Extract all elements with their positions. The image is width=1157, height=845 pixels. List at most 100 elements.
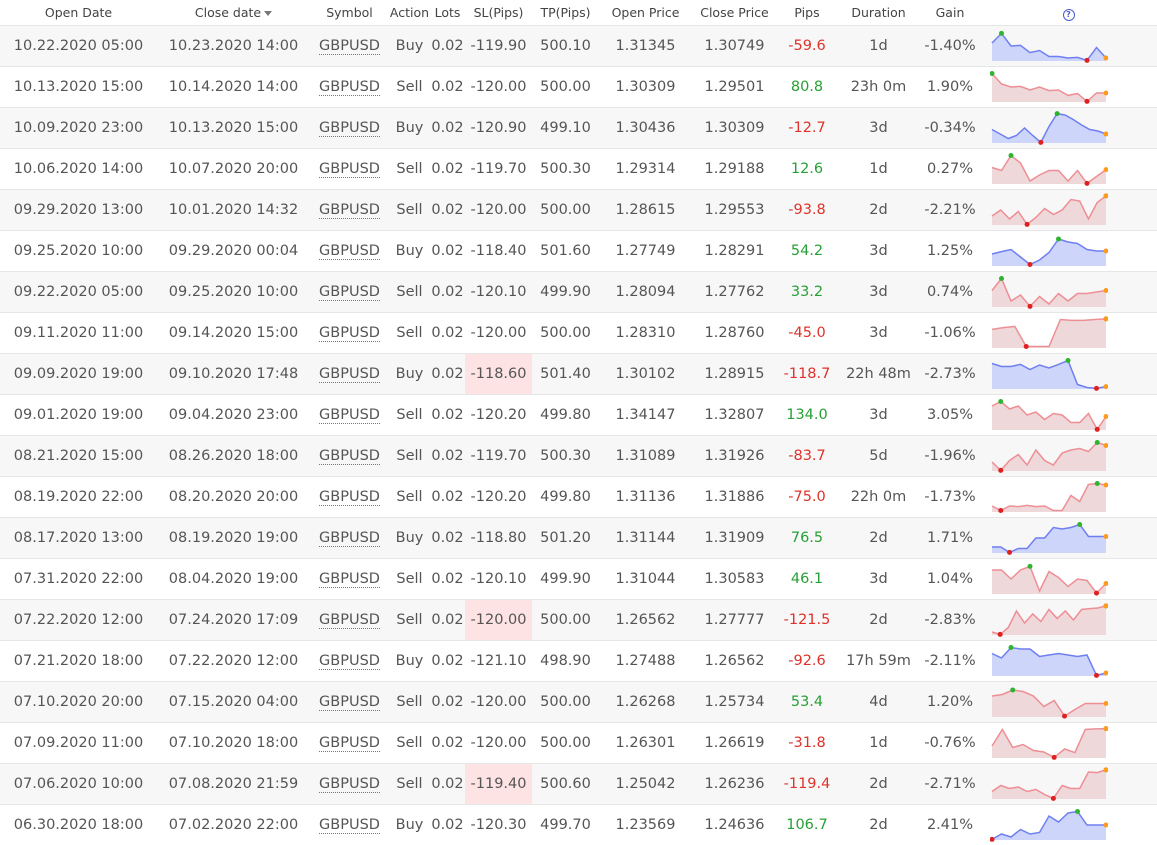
close-date-cell: 09.10.2020 17:48 bbox=[157, 353, 310, 395]
header-close-date[interactable]: Close date bbox=[157, 0, 310, 26]
symbol-link[interactable]: GBPUSD bbox=[319, 325, 380, 342]
table-row[interactable]: 09.25.2020 10:00 09.29.2020 00:04 GBPUSD Bu… bbox=[0, 230, 1157, 272]
header-close-date-label: Close date bbox=[194, 5, 262, 20]
open-price-cell: 1.31136 bbox=[599, 476, 692, 518]
symbol-link[interactable]: GBPUSD bbox=[319, 489, 380, 506]
pips-cell: -12.7 bbox=[777, 107, 837, 149]
header-open-price[interactable]: Open Price bbox=[611, 5, 680, 20]
header-duration[interactable]: Duration bbox=[851, 5, 906, 20]
close-date-cell: 09.14.2020 15:00 bbox=[157, 312, 310, 354]
header-close-price[interactable]: Close Price bbox=[700, 5, 769, 20]
duration-cell: 17h 59m bbox=[837, 640, 920, 682]
trade-chart-cell bbox=[980, 804, 1157, 845]
symbol-link[interactable]: GBPUSD bbox=[319, 161, 380, 178]
table-row[interactable]: 09.29.2020 13:00 10.01.2020 14:32 GBPUSD Se… bbox=[0, 189, 1157, 231]
table-row[interactable]: 07.06.2020 10:00 07.08.2020 21:59 GBPUSD Se… bbox=[0, 763, 1157, 805]
header-lots[interactable]: Lots bbox=[434, 5, 461, 20]
action-cell: Sell bbox=[389, 476, 430, 518]
min-point-marker bbox=[1094, 590, 1099, 596]
pips-cell: -121.5 bbox=[777, 599, 837, 641]
symbol-link[interactable]: GBPUSD bbox=[319, 530, 380, 547]
symbol-link[interactable]: GBPUSD bbox=[319, 38, 380, 55]
symbol-cell: GBPUSD bbox=[310, 763, 389, 805]
symbol-link[interactable]: GBPUSD bbox=[319, 243, 380, 260]
gain-cell: -2.11% bbox=[920, 640, 980, 682]
gain-cell: 1.20% bbox=[920, 681, 980, 723]
close-price-cell: 1.26562 bbox=[692, 640, 777, 682]
tp-cell: 499.80 bbox=[532, 476, 599, 518]
table-row[interactable]: 06.30.2020 18:00 07.02.2020 22:00 GBPUSD Bu… bbox=[0, 804, 1157, 845]
table-row[interactable]: 07.22.2020 12:00 07.24.2020 17:09 GBPUSD Se… bbox=[0, 599, 1157, 641]
help-icon[interactable]: ? bbox=[1062, 8, 1075, 21]
open-price-cell: 1.30102 bbox=[599, 353, 692, 395]
symbol-link[interactable]: GBPUSD bbox=[319, 120, 380, 137]
sparkline-line bbox=[992, 565, 1107, 595]
symbol-link[interactable]: GBPUSD bbox=[319, 202, 380, 219]
symbol-link[interactable]: GBPUSD bbox=[319, 612, 380, 629]
symbol-link[interactable]: GBPUSD bbox=[319, 79, 380, 96]
tp-cell: 499.70 bbox=[532, 804, 599, 845]
close-price-cell: 1.26619 bbox=[692, 722, 777, 764]
table-row[interactable]: 10.09.2020 23:00 10.13.2020 15:00 GBPUSD Bu… bbox=[0, 107, 1157, 149]
tp-cell: 499.90 bbox=[532, 558, 599, 600]
symbol-link[interactable]: GBPUSD bbox=[319, 284, 380, 301]
symbol-link[interactable]: GBPUSD bbox=[319, 366, 380, 383]
symbol-link[interactable]: GBPUSD bbox=[319, 407, 380, 424]
header-sl[interactable]: SL(Pips) bbox=[473, 5, 524, 20]
lots-cell: 0.02 bbox=[430, 230, 465, 272]
header-pips[interactable]: Pips bbox=[794, 5, 820, 20]
gain-cell: 1.04% bbox=[920, 558, 980, 600]
pips-cell: -59.6 bbox=[777, 25, 837, 67]
header-open-date[interactable]: Open Date bbox=[44, 5, 113, 20]
symbol-link[interactable]: GBPUSD bbox=[319, 735, 380, 752]
close-price-cell: 1.28915 bbox=[692, 353, 777, 395]
sparkline-area bbox=[992, 769, 1106, 799]
max-point-marker bbox=[1077, 522, 1083, 527]
max-point-marker bbox=[1010, 687, 1016, 693]
tp-cell: 500.00 bbox=[532, 312, 599, 354]
header-gain[interactable]: Gain bbox=[935, 5, 965, 20]
table-row[interactable]: 09.01.2020 19:00 09.04.2020 23:00 GBPUSD Se… bbox=[0, 394, 1157, 436]
table-row[interactable]: 07.09.2020 11:00 07.10.2020 18:00 GBPUSD Se… bbox=[0, 722, 1157, 764]
sparkline-line bbox=[991, 810, 1106, 841]
trade-sparkline bbox=[991, 30, 1108, 63]
symbol-cell: GBPUSD bbox=[310, 25, 389, 67]
symbol-link[interactable]: GBPUSD bbox=[319, 448, 380, 465]
lots-cell: 0.02 bbox=[430, 107, 465, 149]
table-row[interactable]: 08.19.2020 22:00 08.20.2020 20:00 GBPUSD Se… bbox=[0, 476, 1157, 518]
table-row[interactable]: 09.11.2020 11:00 09.14.2020 15:00 GBPUSD Se… bbox=[0, 312, 1157, 354]
table-row[interactable]: 07.21.2020 18:00 07.22.2020 12:00 GBPUSD Bu… bbox=[0, 640, 1157, 682]
symbol-link[interactable]: GBPUSD bbox=[319, 694, 380, 711]
min-point-marker bbox=[1084, 98, 1090, 104]
symbol-link[interactable]: GBPUSD bbox=[319, 817, 380, 834]
sparkline-area bbox=[992, 195, 1106, 225]
table-row[interactable]: 08.17.2020 13:00 08.19.2020 19:00 GBPUSD Bu… bbox=[0, 517, 1157, 559]
header-action[interactable]: Action bbox=[389, 5, 430, 20]
table-row[interactable]: 09.22.2020 05:00 09.25.2020 10:00 GBPUSD Se… bbox=[0, 271, 1157, 313]
table-row[interactable]: 07.10.2020 20:00 07.15.2020 04:00 GBPUSD Se… bbox=[0, 681, 1157, 723]
lots-cell: 0.02 bbox=[430, 599, 465, 641]
header-symbol[interactable]: Symbol bbox=[326, 5, 373, 20]
table-row[interactable]: 10.22.2020 05:00 10.23.2020 14:00 GBPUSD Bu… bbox=[0, 25, 1157, 67]
symbol-link[interactable]: GBPUSD bbox=[319, 571, 380, 588]
open-price-cell: 1.27749 bbox=[599, 230, 692, 272]
lots-cell: 0.02 bbox=[430, 804, 465, 845]
close-price-cell: 1.31886 bbox=[692, 476, 777, 518]
pips-cell: -45.0 bbox=[777, 312, 837, 354]
table-row[interactable]: 09.09.2020 19:00 09.10.2020 17:48 GBPUSD Bu… bbox=[0, 353, 1157, 395]
trade-sparkline bbox=[992, 522, 1108, 555]
table-row[interactable]: 10.13.2020 15:00 10.14.2020 14:00 GBPUSD Se… bbox=[0, 66, 1157, 108]
symbol-link[interactable]: GBPUSD bbox=[319, 653, 380, 670]
header-tp[interactable]: TP(Pips) bbox=[540, 5, 591, 20]
table-row[interactable]: 10.06.2020 14:00 10.07.2020 20:00 GBPUSD Se… bbox=[0, 148, 1157, 190]
table-row[interactable]: 08.21.2020 15:00 08.26.2020 18:00 GBPUSD Se… bbox=[0, 435, 1157, 477]
symbol-cell: GBPUSD bbox=[310, 722, 389, 764]
pips-cell: 134.0 bbox=[777, 394, 837, 436]
gain-cell: 1.90% bbox=[920, 66, 980, 108]
table-header-row: Open Date Close date Symbol Action Lots … bbox=[0, 0, 1157, 26]
sl-cell: -120.20 bbox=[465, 476, 532, 518]
tp-cell: 501.20 bbox=[532, 517, 599, 559]
table-row[interactable]: 07.31.2020 22:00 08.04.2020 19:00 GBPUSD Se… bbox=[0, 558, 1157, 600]
trade-sparkline bbox=[991, 687, 1108, 719]
symbol-link[interactable]: GBPUSD bbox=[319, 776, 380, 793]
